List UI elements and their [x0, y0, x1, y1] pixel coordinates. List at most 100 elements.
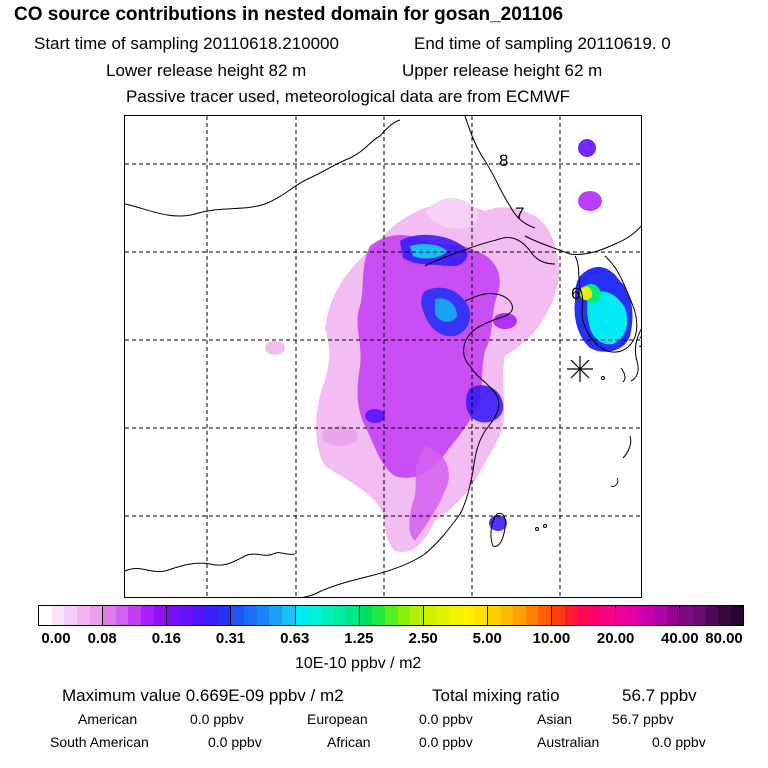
region-name-asian: Asian	[537, 711, 573, 727]
graticule	[125, 116, 641, 597]
colorbar-tick-label: 80.00	[705, 630, 743, 647]
plume-magenta-south	[409, 446, 449, 541]
plume-light-west	[265, 341, 285, 355]
colorbar-bin	[167, 606, 180, 625]
plume-cyan-north	[410, 243, 447, 259]
trajectory-label-8: 8	[499, 151, 508, 170]
island-1	[543, 524, 547, 528]
colorbar	[38, 605, 744, 626]
colorbar-bin	[487, 606, 501, 625]
colorbar-bin	[666, 606, 681, 625]
colorbar-bin	[153, 606, 168, 625]
colorbar-bin	[308, 606, 321, 625]
colorbar-bin	[397, 606, 411, 625]
colorbar-bin	[641, 606, 654, 625]
colorbar-bin	[192, 606, 206, 625]
island-3	[601, 376, 605, 380]
colorbar-bin	[359, 606, 373, 625]
colorbar-bin	[295, 606, 309, 625]
colorbar-tick-label: 0.16	[151, 630, 181, 647]
plume-korea-yellow	[580, 286, 593, 301]
colorbar-bin	[449, 606, 462, 625]
lower-release-height: Lower release height 82 m	[106, 61, 307, 80]
japan-coast	[610, 328, 641, 487]
colorbar-bin	[654, 606, 667, 625]
colorbar-bin	[423, 606, 437, 625]
island-2	[535, 527, 539, 531]
maximum-value: Maximum value 0.669E-09 ppbv / m2	[62, 686, 344, 705]
colorbar-bin	[628, 606, 642, 625]
colorbar-bin	[281, 606, 296, 625]
colorbar-bin	[718, 606, 731, 625]
plume-cyan-central	[435, 298, 457, 322]
colorbar-bin	[410, 606, 424, 625]
plume-light-sw	[322, 426, 358, 446]
plume-light-north	[425, 197, 479, 229]
colorbar-bin	[76, 606, 90, 625]
total-mixing-value: 56.7 ppbv	[622, 686, 697, 705]
colorbar-bin	[525, 606, 539, 625]
colorbar-tick-label: 0.00	[41, 630, 71, 647]
coastlines	[125, 116, 641, 597]
end-time-label: End time of sampling 20110619. 0	[414, 34, 671, 53]
colorbar-bin	[474, 606, 488, 625]
colorbar-bin	[538, 606, 552, 625]
colorbar-tick-label: 2.50	[408, 630, 438, 647]
colorbar-tick-label: 10.00	[532, 630, 571, 647]
shandong-coast	[463, 293, 513, 367]
colorbar-bin	[39, 606, 52, 625]
colorbar-bin	[115, 606, 129, 625]
colorbar-bin	[500, 606, 514, 625]
colorbar-bin	[616, 606, 629, 625]
plume-korea-cyan	[586, 291, 628, 345]
total-mixing-label: Total mixing ratio	[432, 686, 560, 705]
colorbar-bin	[346, 606, 360, 625]
colorbar-bin	[384, 606, 398, 625]
colorbar-tick-label: 1.25	[344, 630, 374, 647]
region-value-asian: 56.7 ppbv	[612, 711, 674, 727]
colorbar-bin	[89, 606, 104, 625]
colorbar-tick-label: 0.63	[280, 630, 310, 647]
colorbar-bin	[372, 606, 385, 625]
colorbar-bin	[244, 606, 257, 625]
colorbar-bin	[179, 606, 193, 625]
colorbar-bin	[256, 606, 270, 625]
colorbar-bin	[680, 606, 693, 625]
colorbar-bin	[333, 606, 346, 625]
plume-blue-shanghai	[465, 385, 504, 423]
colorbar-bin	[320, 606, 334, 625]
region-value-african: 0.0 ppbv	[419, 734, 473, 750]
colorbar-bin	[552, 606, 565, 625]
bohai-coast	[424, 237, 556, 267]
concentration-map: 8 7 6 1	[124, 115, 642, 598]
plume-blue-trajectory	[578, 191, 602, 211]
plume-blue-northeast	[578, 139, 596, 157]
east-china-coast	[302, 365, 500, 597]
receptor-star-icon	[567, 356, 593, 382]
north-border	[125, 119, 401, 217]
colorbar-bin	[589, 606, 603, 625]
colorbar-bin	[513, 606, 526, 625]
trajectory-label-6: 6	[571, 284, 580, 303]
korea-border-north	[524, 225, 641, 255]
southwest-border	[125, 552, 296, 573]
trajectory-label-1: 1	[638, 332, 642, 351]
region-name-european: European	[307, 711, 368, 727]
region-name-african: African	[327, 734, 371, 750]
colorbar-bin	[128, 606, 141, 625]
figure-title: CO source contributions in nested domain…	[14, 4, 564, 25]
colorbar-units: 10E-10 ppbv / m2	[295, 655, 422, 672]
colorbar-bin	[231, 606, 244, 625]
trajectory-label-7: 7	[515, 204, 524, 223]
region-value-european: 0.0 ppbv	[419, 711, 473, 727]
plume-blue-south	[365, 409, 385, 423]
colorbar-bin	[141, 606, 154, 625]
colorbar-tick-label: 20.00	[596, 630, 635, 647]
colorbar-tick-label: 40.00	[661, 630, 699, 647]
colorbar-bin	[436, 606, 449, 625]
colorbar-bin	[730, 606, 744, 625]
colorbar-bin	[205, 606, 218, 625]
colorbar-bin	[577, 606, 590, 625]
tracer-info: Passive tracer used, meteorological data…	[126, 87, 571, 106]
colorbar-bin	[217, 606, 232, 625]
